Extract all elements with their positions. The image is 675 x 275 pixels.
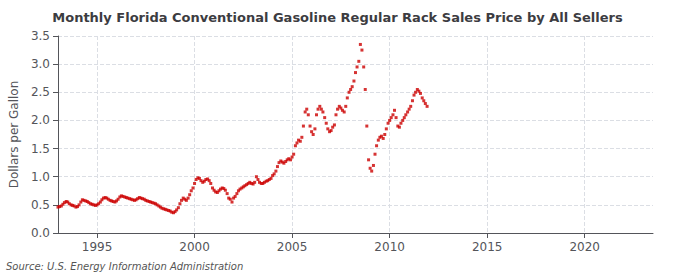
svg-text:0.5: 0.5 <box>31 198 50 212</box>
svg-text:0.0: 0.0 <box>31 226 50 240</box>
svg-text:2005: 2005 <box>277 240 308 254</box>
svg-text:Source: U.S. Energy Informatio: Source: U.S. Energy Information Administ… <box>6 261 243 272</box>
svg-text:3.0: 3.0 <box>31 57 50 71</box>
svg-text:Dollars per Gallon: Dollars per Gallon <box>7 81 21 189</box>
svg-text:1.0: 1.0 <box>31 170 50 184</box>
svg-text:1.5: 1.5 <box>31 142 50 156</box>
svg-text:2015: 2015 <box>472 240 503 254</box>
svg-text:2.5: 2.5 <box>31 85 50 99</box>
svg-text:3.5: 3.5 <box>31 29 50 43</box>
svg-text:Monthly Florida Conventional G: Monthly Florida Conventional Gasoline Re… <box>52 10 623 25</box>
svg-text:2010: 2010 <box>374 240 405 254</box>
svg-text:2020: 2020 <box>569 240 600 254</box>
svg-text:2000: 2000 <box>179 240 210 254</box>
svg-text:1995: 1995 <box>82 240 113 254</box>
svg-text:2.0: 2.0 <box>31 113 50 127</box>
